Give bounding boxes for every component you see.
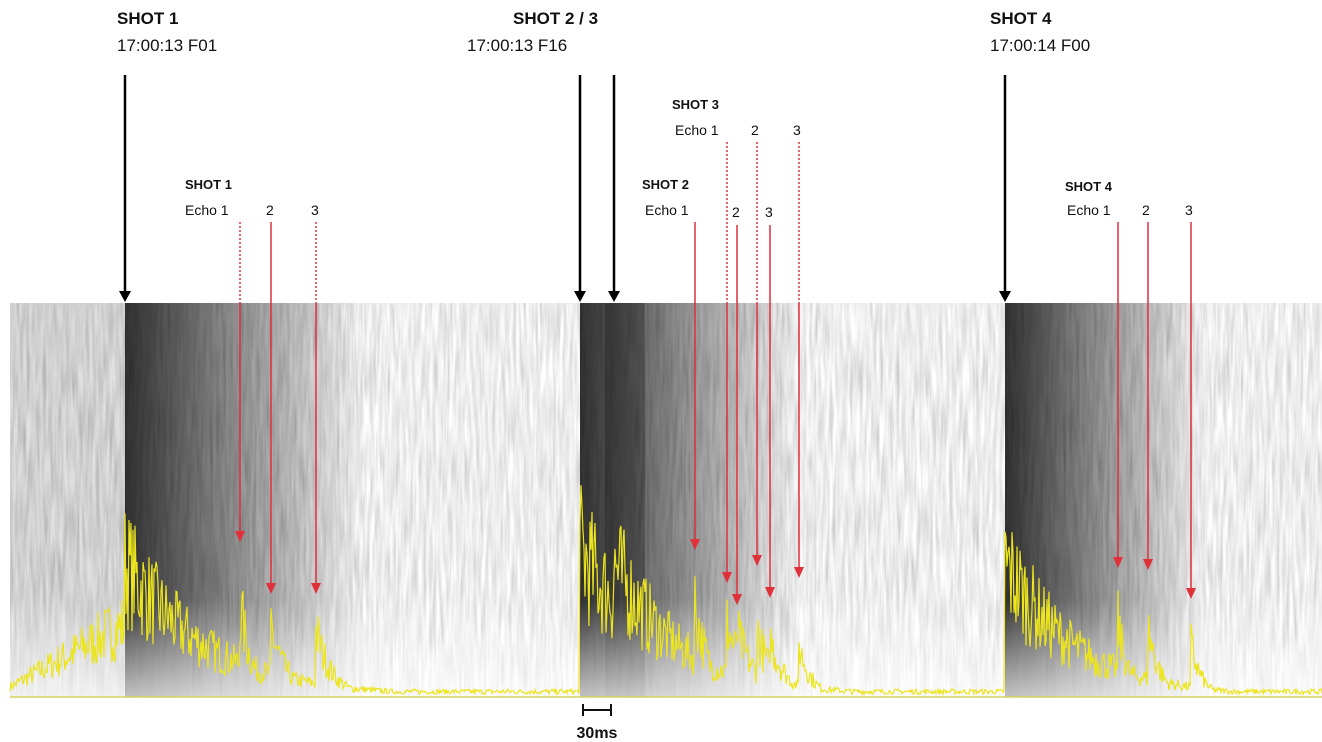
echo-label: Echo 1 xyxy=(1067,202,1111,218)
scale-label: 30ms xyxy=(577,725,618,742)
echo-label: 3 xyxy=(765,204,773,220)
arrow-head xyxy=(999,291,1011,302)
shot-title: SHOT 4 xyxy=(990,9,1052,28)
arrow-head xyxy=(794,567,804,578)
shot-title: SHOT 2 / 3 xyxy=(513,9,598,28)
echo-label: Echo 1 xyxy=(645,202,689,218)
echo-group-title: SHOT 4 xyxy=(1065,179,1113,194)
arrow-head xyxy=(765,587,775,598)
shot-timecode: 17:00:13 F16 xyxy=(467,36,567,55)
arrow-head xyxy=(608,291,620,302)
arrow-head xyxy=(235,531,245,542)
echo-label: Echo 1 xyxy=(675,122,719,138)
echo-label: Echo 1 xyxy=(185,202,229,218)
echo-label: 2 xyxy=(751,122,759,138)
shot-timecode: 17:00:14 F00 xyxy=(990,36,1090,55)
waveform xyxy=(9,485,1322,697)
echo-label: 2 xyxy=(266,202,274,218)
arrow-head xyxy=(1186,588,1196,599)
arrow-head xyxy=(752,555,762,566)
echo-label: 2 xyxy=(732,204,740,220)
arrow-head xyxy=(266,583,276,594)
arrow-head xyxy=(311,583,321,594)
scale-bar xyxy=(582,704,612,716)
spectrogram xyxy=(9,303,1322,698)
shot-timecode: 17:00:13 F01 xyxy=(117,36,217,55)
arrow-head xyxy=(1143,559,1153,570)
arrow-head xyxy=(574,291,586,302)
arrow-head xyxy=(732,594,742,605)
echo-label: 3 xyxy=(311,202,319,218)
echo-arrows xyxy=(235,142,1196,605)
echo-label: 3 xyxy=(1185,202,1193,218)
spectrogram-fade xyxy=(10,600,1322,697)
arrow-head xyxy=(119,291,131,302)
arrow-head xyxy=(690,539,700,550)
shot-title: SHOT 1 xyxy=(117,9,178,28)
echo-group-title: SHOT 1 xyxy=(185,177,232,192)
arrow-head xyxy=(1113,557,1123,568)
echo-group-title: SHOT 3 xyxy=(672,97,719,112)
echo-group-title: SHOT 2 xyxy=(642,177,689,192)
arrow-head xyxy=(722,572,732,583)
echo-label: 3 xyxy=(793,122,801,138)
shot-arrows xyxy=(119,75,1011,302)
echo-label: 2 xyxy=(1142,202,1150,218)
